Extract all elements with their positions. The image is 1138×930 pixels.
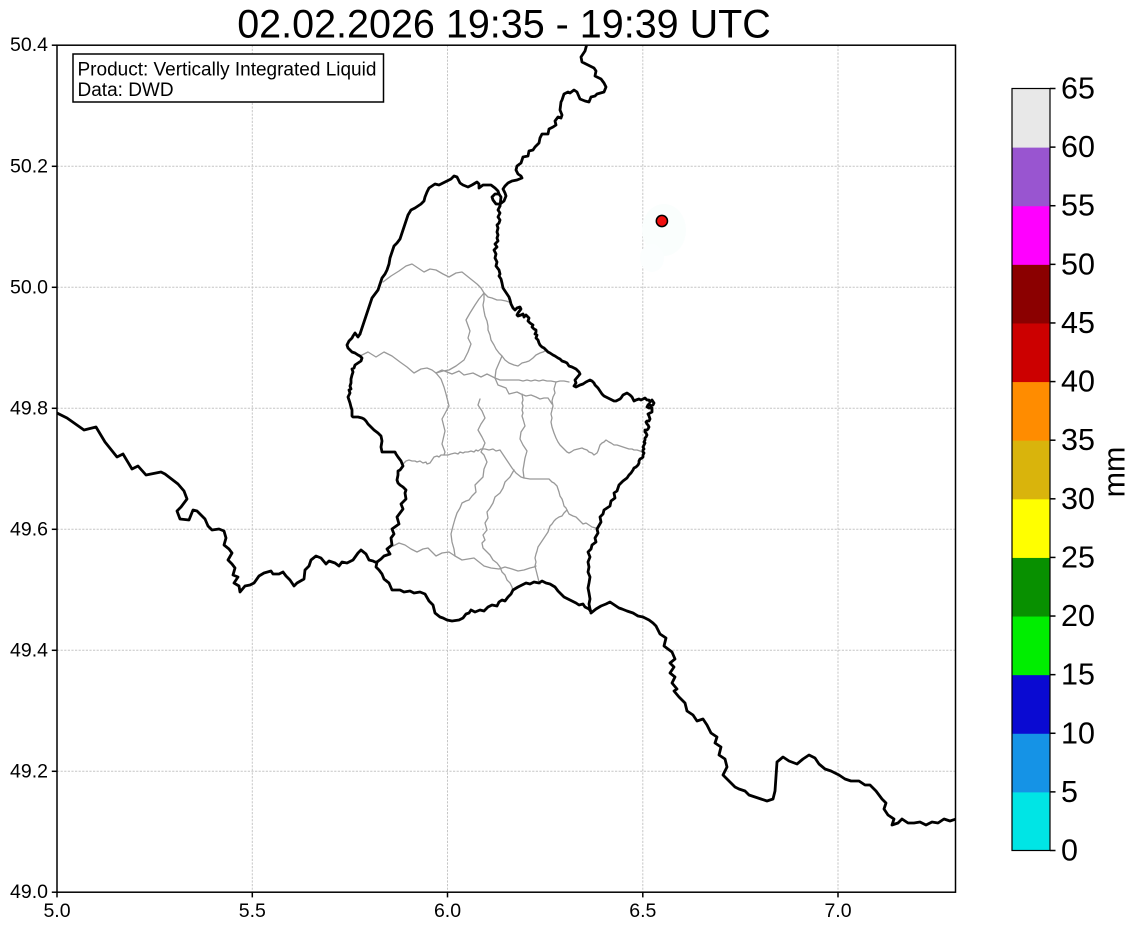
- svg-text:49.4: 49.4: [10, 639, 48, 661]
- svg-text:6.0: 6.0: [434, 900, 461, 922]
- svg-text:60: 60: [1061, 130, 1095, 164]
- svg-text:25: 25: [1061, 540, 1095, 574]
- svg-text:45: 45: [1061, 306, 1095, 340]
- svg-text:50.2: 50.2: [10, 155, 48, 177]
- svg-text:5.0: 5.0: [43, 900, 70, 922]
- svg-text:65: 65: [1061, 72, 1095, 106]
- svg-text:55: 55: [1061, 189, 1095, 223]
- svg-text:Product: Vertically Integrated: Product: Vertically Integrated Liquid: [78, 60, 377, 81]
- svg-text:5.5: 5.5: [239, 900, 266, 922]
- svg-text:49.8: 49.8: [10, 397, 48, 419]
- svg-text:35: 35: [1061, 423, 1095, 457]
- svg-text:50.4: 50.4: [10, 34, 48, 56]
- svg-text:49.0: 49.0: [10, 881, 48, 903]
- svg-text:49.2: 49.2: [10, 760, 48, 782]
- svg-text:0: 0: [1061, 834, 1078, 868]
- svg-text:mm: mm: [1098, 447, 1132, 498]
- svg-text:30: 30: [1061, 482, 1095, 516]
- svg-text:15: 15: [1061, 658, 1095, 692]
- svg-text:02.02.2026 19:35 - 19:39 UTC: 02.02.2026 19:35 - 19:39 UTC: [237, 3, 771, 47]
- svg-text:6.5: 6.5: [629, 900, 656, 922]
- svg-text:Data: DWD: Data: DWD: [78, 80, 174, 101]
- svg-text:5: 5: [1061, 775, 1078, 809]
- svg-text:49.6: 49.6: [10, 518, 48, 540]
- svg-text:50.0: 50.0: [10, 276, 48, 298]
- svg-text:7.0: 7.0: [824, 900, 851, 922]
- svg-text:50: 50: [1061, 247, 1095, 281]
- svg-text:10: 10: [1061, 716, 1095, 750]
- svg-text:20: 20: [1061, 599, 1095, 633]
- svg-text:40: 40: [1061, 365, 1095, 399]
